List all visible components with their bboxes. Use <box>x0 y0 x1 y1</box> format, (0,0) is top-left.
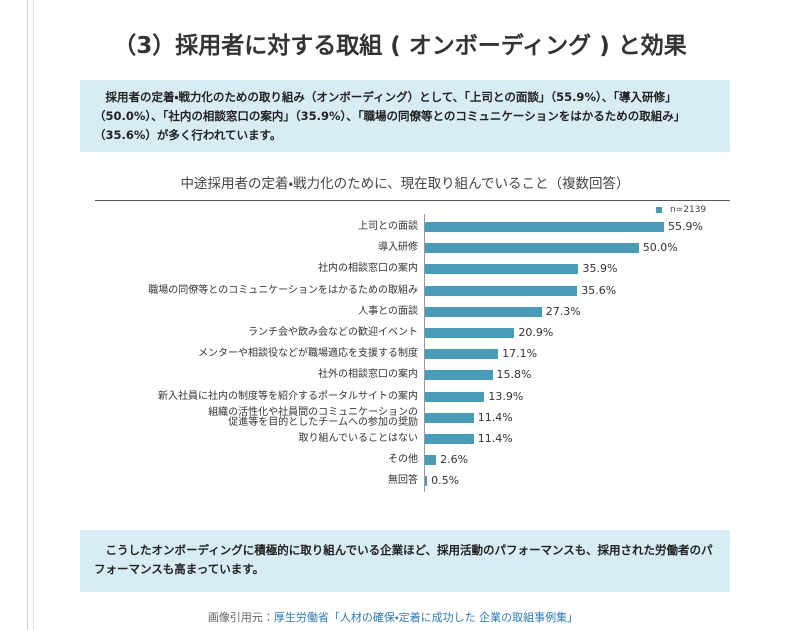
rail-line <box>27 0 28 630</box>
summary-box: 採用者の定着・戦力化のための取り組み（オンボーディング）として、「上司との面談」… <box>80 80 730 152</box>
title-rule <box>95 200 730 201</box>
value-label: 0.5% <box>431 474 460 488</box>
value-label: 35.6% <box>581 283 617 297</box>
bar <box>425 243 639 254</box>
value-label: 55.9% <box>668 220 703 233</box>
category-label: その他 <box>388 454 418 466</box>
conclusion-box: こうしたオンボーディングに積極的に取り組んでいる企業ほど、採用活動のパフォーマン… <box>80 530 730 592</box>
bar <box>425 306 542 317</box>
value-label: 11.4% <box>477 410 513 424</box>
bar <box>425 434 474 444</box>
legend: n=2139 <box>656 205 706 215</box>
bar <box>425 222 664 232</box>
source-label: 画像引用元： <box>207 611 274 624</box>
bar <box>425 455 437 466</box>
bar <box>425 285 578 296</box>
category-label: 無回答 <box>388 475 418 487</box>
source-link[interactable]: 厚生労働省「人材の確保・定着に成功した 企業の取組事例集」 <box>273 611 579 624</box>
bar <box>425 412 474 423</box>
category-label: 人事との面談 <box>358 305 418 317</box>
page-title: （3）採用者に対する取組 ( オンボーディング ) と効果 <box>113 33 687 59</box>
bar <box>425 328 515 338</box>
category-label: ランチ会や飲み会などの歓迎イベント <box>248 327 418 338</box>
bar <box>425 264 579 275</box>
chart-title: 中途採用者の定着・戦力化のために、現在取り組んでいること（複数回答） <box>180 176 630 192</box>
value-label: 20.9% <box>518 326 554 339</box>
bar <box>425 349 499 360</box>
value-label: 2.6% <box>440 453 469 467</box>
value-label: 35.9% <box>582 262 618 276</box>
category-label: 社外の相談窓口の案内 <box>318 369 418 381</box>
category-label: 新入社員に社内の制度等を紹介するポータルサイトの案内 <box>158 390 418 402</box>
value-label: 50.0% <box>642 241 678 255</box>
legend-label: n=2139 <box>670 205 707 215</box>
value-label: 15.8% <box>496 368 532 382</box>
category-label: 導入研修 <box>378 242 418 254</box>
category-label: 取り組んでいることはない <box>298 433 419 444</box>
value-label: 27.3% <box>545 304 581 318</box>
value-label: 13.9% <box>488 389 524 403</box>
category-label: 社内の相談窓口の案内 <box>318 263 418 275</box>
bar <box>425 476 428 487</box>
legend-swatch <box>656 206 662 213</box>
footer: 画像引用元：厚生労働省「人材の確保・定着に成功した 企業の取組事例集」 <box>0 609 786 625</box>
value-label: 11.4% <box>477 432 513 445</box>
value-label: 17.1% <box>502 347 538 361</box>
category-axis <box>424 214 425 492</box>
category-label: 職場の同僚等とのコミュニケーションをはかるための取組み <box>148 284 418 296</box>
category-label: 組織の活性化や社員間のコミュニケーションの 促進等を目的としたチームへの参加の奨… <box>208 406 418 428</box>
category-label: 上司との面談 <box>358 221 418 232</box>
bar <box>425 370 493 381</box>
rail-line <box>33 0 34 630</box>
bar <box>425 391 485 402</box>
category-label: メンターや相談役などが職場適応を支援する制度 <box>198 348 418 360</box>
